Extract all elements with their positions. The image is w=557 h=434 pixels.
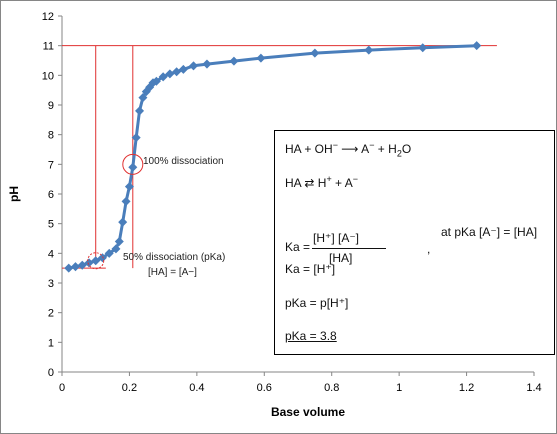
y-axis-title: pH [7,186,21,202]
y-tick-label: 9 [48,100,54,112]
data-point [172,67,182,77]
y-tick-label: 4 [48,248,54,260]
reaction1-plus: + [377,142,385,156]
ka-numerator: [H⁺] [A⁻] [313,231,360,245]
data-point [364,45,374,55]
data-point [128,162,138,172]
data-point [158,72,168,82]
equivalence-circle-marker [122,153,144,175]
reaction1-water-h: H [388,142,397,156]
annotation-50-dissociation: 50% dissociation (pKa) [123,252,225,263]
reaction2-acid: HA [285,176,302,190]
data-point [70,262,80,272]
annotation-ha-equals-a: [HA] = [A−] [148,267,197,278]
x-tick-label: 0.6 [257,382,272,394]
data-point [151,76,161,86]
reaction1-water-o: O [401,142,412,156]
ka-note: at pKa [A⁻] = [HA] [441,225,538,239]
data-point [188,61,198,71]
y-tick-label: 10 [42,70,54,82]
x-tick-label: 1.4 [526,382,541,394]
reaction1-reactants: HA + OH [285,142,333,156]
data-point [131,133,141,143]
pka-equals-ph: pKa = p[H⁺] [285,296,349,310]
data-point [121,196,131,206]
reaction2-anion: A [344,176,353,190]
pka-circle-marker [87,252,105,270]
data-point [418,43,428,53]
y-tick-label: 1 [48,337,54,349]
reaction1-anion-charge: − [369,140,375,150]
x-tick-label: 0.8 [324,382,339,394]
data-point [104,248,114,258]
reaction2-proton: H [317,176,327,190]
y-tick-label: 11 [43,41,54,53]
fraction-bar [312,248,386,249]
data-point [77,260,87,270]
y-tick-label: 0 [48,367,54,379]
y-tick-label: 5 [48,219,54,231]
x-tick-label: 1 [396,382,402,394]
reaction-line-2: HA ⇄ H+ + A− [285,174,358,190]
reaction1-water-subscript: 2 [396,148,402,159]
x-tick-label: 0.4 [189,382,204,394]
y-tick-label: 12 [42,11,54,23]
data-point [111,244,121,254]
data-point [202,59,212,69]
y-tick-label: 7 [48,159,54,171]
data-point [118,217,128,227]
data-point [256,53,266,63]
data-point [64,263,74,273]
y-tick-label: 6 [48,189,54,201]
data-point [310,48,320,58]
circle-markers [87,153,144,270]
series-group [64,41,482,273]
y-tick-label: 3 [48,278,54,290]
ka-equals-h: Ka = [H⁺] [285,262,336,276]
pka-value: pKa = 3.8 [285,329,337,343]
equilibrium-arrow: ⇄ [304,176,315,190]
data-point [97,253,107,263]
reaction-line-1: HA + OH− ⟶ A− + H2O [285,140,411,158]
reaction1-arrow: ⟶ [341,142,359,156]
reaction1-charge: − [332,140,338,150]
ka-separator: , [427,242,431,256]
x-tick-label: 0 [59,382,65,394]
ka-label: Ka = [285,240,311,254]
x-tick-label: 0.2 [122,382,137,394]
y-tick-label: 2 [48,308,54,320]
data-point [114,236,124,246]
reaction2-anion-charge: − [352,174,359,184]
reaction2-plus: + [335,176,343,190]
data-point [178,64,188,74]
data-point [165,69,175,79]
reaction1-anion: A [361,142,370,156]
ka-denominator: [HA] [329,251,353,265]
reaction2-proton-charge: + [326,174,332,184]
x-tick-label: 1.2 [459,382,474,394]
data-point [229,56,239,66]
data-point [91,256,101,266]
data-point [135,106,145,116]
formula-box: HA + OH− ⟶ A− + H2O HA ⇄ H+ + A− Ka = [H… [274,130,555,355]
x-axis-title: Base volume [271,405,345,419]
data-point [472,41,482,51]
annotation-100-dissociation: 100% dissociation [143,156,224,167]
data-point [84,258,94,268]
y-tick-label: 8 [48,130,54,142]
data-point [124,182,134,192]
data-point [138,93,148,103]
